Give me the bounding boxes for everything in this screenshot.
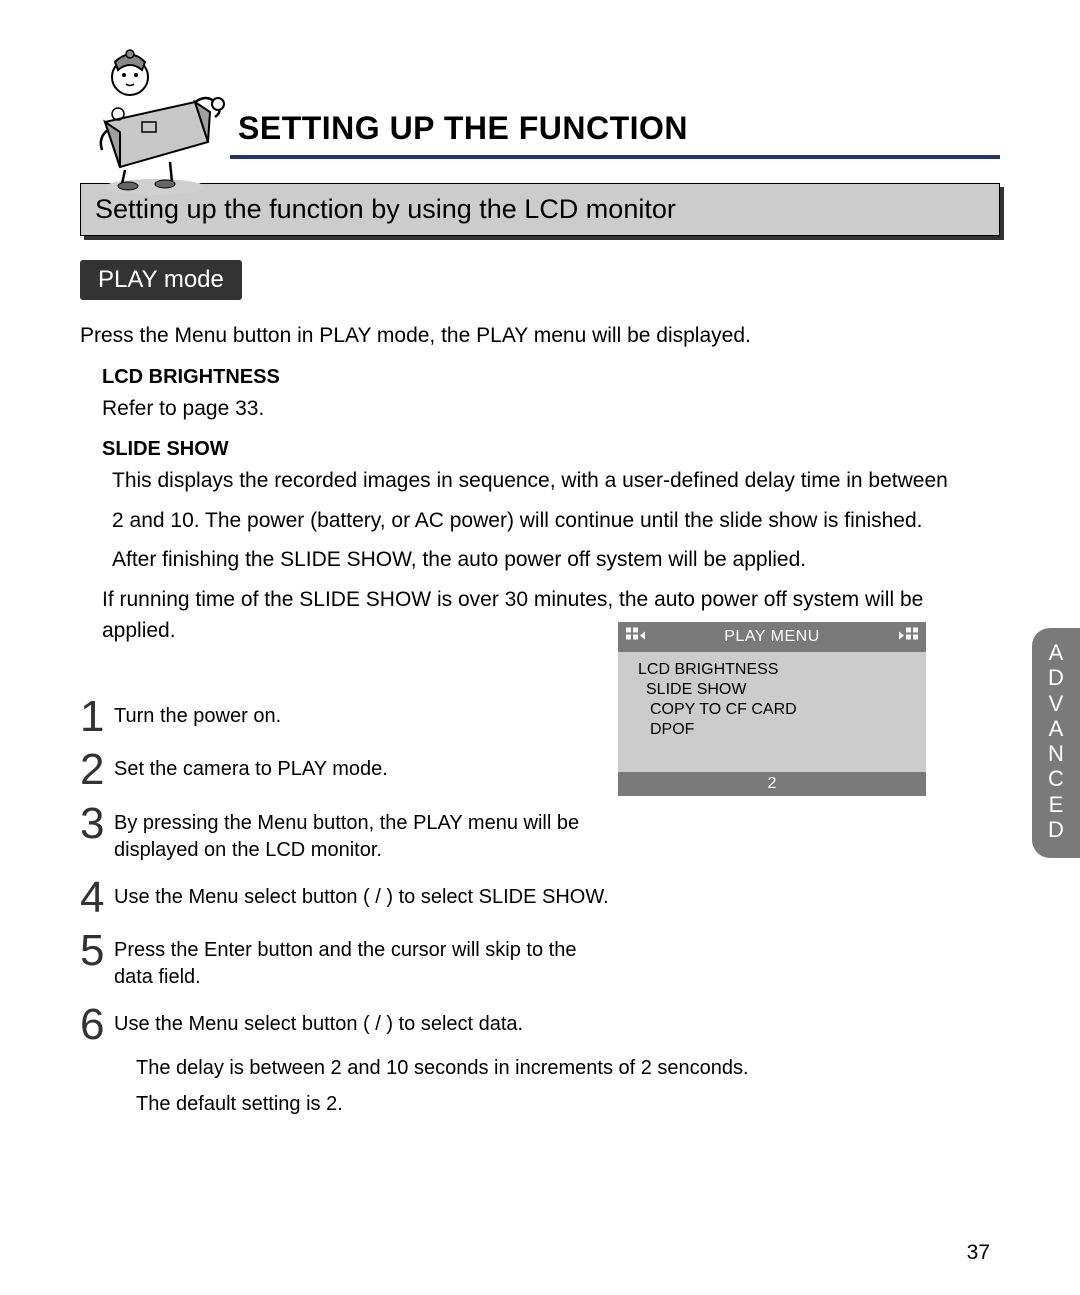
menu-footer-value: 2	[618, 772, 926, 796]
step-text: Set the camera to PLAY mode.	[114, 750, 388, 783]
step6-detail-2: The default setting is 2.	[136, 1089, 1000, 1119]
step-text: Press the Enter button and the cursor wi…	[114, 931, 620, 991]
mascot-illustration	[80, 42, 230, 197]
step-row: 6 Use the Menu select button ( / ) to se…	[80, 1005, 1000, 1045]
page-main-title: SETTING UP THE FUNCTION	[238, 110, 688, 147]
menu-grid-icon	[896, 628, 918, 647]
menu-header: PLAY MENU	[618, 622, 926, 652]
menu-item[interactable]: LCD BRIGHTNESS	[638, 660, 926, 680]
step-text: Use the Menu select button ( / ) to sele…	[114, 1005, 523, 1038]
step-row: 3 By pressing the Menu button, the PLAY …	[80, 804, 620, 864]
section-heading-slide: SLIDE SHOW	[102, 438, 1000, 461]
step-number: 2	[80, 750, 114, 790]
menu-grid-icon	[626, 628, 648, 647]
mode-label: PLAY mode	[80, 260, 242, 300]
menu-body: LCD BRIGHTNESS SLIDE SHOW COPY TO CF CAR…	[618, 652, 926, 772]
step6-detail-1: The delay is between 2 and 10 seconds in…	[136, 1053, 1000, 1083]
step-number: 4	[80, 878, 114, 918]
intro-text: Press the Menu button in PLAY mode, the …	[80, 320, 1000, 352]
step-text: Use the Menu select button ( / ) to sele…	[114, 878, 609, 911]
slide-text-2: 2 and 10. The power (battery, or AC powe…	[112, 505, 1000, 537]
section-text-lcd: Refer to page 33.	[102, 393, 1000, 425]
step-number: 5	[80, 931, 114, 971]
menu-title: PLAY MENU	[724, 628, 820, 645]
step-row: 2 Set the camera to PLAY mode.	[80, 750, 620, 790]
step-row: 4 Use the Menu select button ( / ) to se…	[80, 878, 620, 918]
step-number: 6	[80, 1005, 114, 1045]
step-text: By pressing the Menu button, the PLAY me…	[114, 804, 620, 864]
slide-text-3: After finishing the SLIDE SHOW, the auto…	[112, 544, 1000, 576]
step-number: 1	[80, 697, 114, 737]
step-row: 5 Press the Enter button and the cursor …	[80, 931, 620, 991]
menu-item[interactable]: SLIDE SHOW	[638, 680, 926, 700]
step-number: 3	[80, 804, 114, 844]
menu-item[interactable]: DPOF	[638, 720, 926, 740]
step-row: 1 Turn the power on.	[80, 697, 620, 737]
menu-item[interactable]: COPY TO CF CARD	[638, 700, 926, 720]
section-heading-lcd: LCD BRIGHTNESS	[102, 366, 1000, 389]
step-text: Turn the power on.	[114, 697, 281, 730]
page-number: 37	[967, 1241, 990, 1265]
section-tab-advanced: ADVANCED	[1032, 628, 1080, 858]
play-menu-panel: PLAY MENU LCD BRIGHTNESS SLIDE SHOW COPY…	[618, 622, 926, 796]
slide-text-1: This displays the recorded images in seq…	[112, 465, 1000, 497]
